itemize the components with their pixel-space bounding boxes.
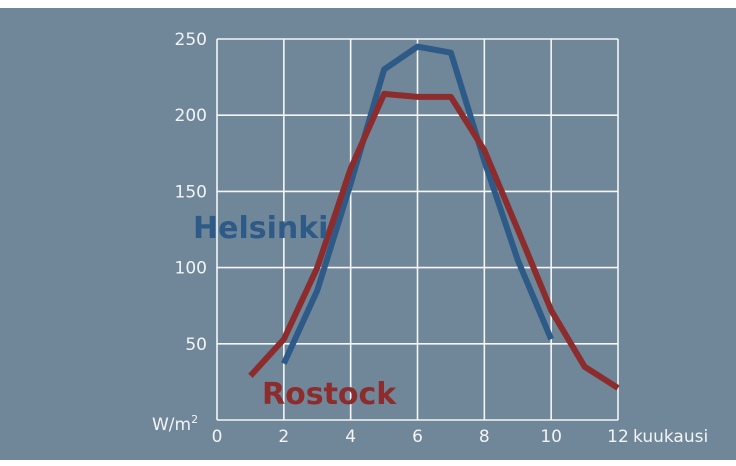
series-label-rostock: Rostock bbox=[262, 377, 397, 412]
x-tick-label: 6 bbox=[412, 427, 423, 447]
x-tick-label: 2 bbox=[278, 427, 289, 447]
y-tick-label: 150 bbox=[175, 182, 207, 202]
x-tick-label: 10 bbox=[540, 427, 562, 447]
y-tick-label: 200 bbox=[175, 106, 207, 126]
series-line-helsinki bbox=[281, 43, 554, 365]
series-label-helsinki: Helsinki bbox=[193, 211, 328, 246]
y-axis-unit: W/m2 bbox=[152, 413, 198, 435]
x-tick-label: 4 bbox=[345, 427, 356, 447]
grid bbox=[216, 38, 619, 421]
x-tick-label: 12 bbox=[607, 427, 629, 447]
x-tick-label: 8 bbox=[479, 427, 490, 447]
series-line-rostock bbox=[248, 90, 620, 391]
x-axis-label: kuukausi bbox=[633, 427, 708, 447]
series-lines bbox=[248, 43, 620, 391]
tick-labels: 50 100 150 200 250 0 2 4 6 8 10 12 bbox=[175, 30, 629, 447]
y-tick-label: 250 bbox=[175, 30, 207, 50]
x-tick-label: 0 bbox=[212, 427, 223, 447]
y-tick-label: 50 bbox=[185, 335, 207, 355]
y-tick-label: 100 bbox=[175, 259, 207, 279]
